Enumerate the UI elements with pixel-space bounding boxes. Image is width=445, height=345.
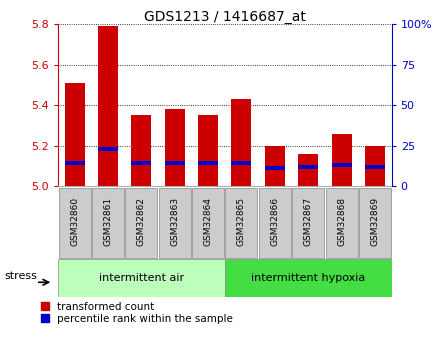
Text: GDS1213 / 1416687_at: GDS1213 / 1416687_at [144, 10, 306, 24]
Bar [98, 147, 118, 151]
Bar [265, 146, 285, 186]
FancyBboxPatch shape [225, 259, 392, 297]
FancyBboxPatch shape [192, 188, 224, 258]
Text: GSM32865: GSM32865 [237, 197, 246, 246]
Text: intermittent air: intermittent air [99, 273, 184, 283]
Text: intermittent hypoxia: intermittent hypoxia [251, 273, 365, 283]
Bar [332, 163, 352, 167]
Bar [298, 154, 318, 186]
Bar [332, 134, 352, 186]
FancyBboxPatch shape [58, 259, 225, 297]
FancyBboxPatch shape [125, 188, 158, 258]
Text: GSM32869: GSM32869 [370, 197, 380, 246]
FancyBboxPatch shape [158, 188, 191, 258]
Bar [198, 115, 218, 186]
Bar [65, 161, 85, 165]
Text: GSM32861: GSM32861 [103, 197, 113, 246]
Text: GSM32866: GSM32866 [270, 197, 279, 246]
FancyBboxPatch shape [92, 188, 124, 258]
FancyBboxPatch shape [259, 188, 291, 258]
Bar [131, 161, 151, 165]
FancyBboxPatch shape [59, 188, 91, 258]
Bar [165, 109, 185, 186]
Text: GSM32868: GSM32868 [337, 197, 346, 246]
Bar [198, 161, 218, 165]
Bar [98, 26, 118, 186]
Text: GSM32864: GSM32864 [203, 197, 213, 246]
Text: GSM32860: GSM32860 [70, 197, 79, 246]
Bar [298, 165, 318, 169]
Text: GSM32862: GSM32862 [137, 197, 146, 246]
FancyBboxPatch shape [292, 188, 324, 258]
Text: stress: stress [4, 271, 37, 281]
Bar [65, 83, 85, 186]
Text: GSM32867: GSM32867 [303, 197, 313, 246]
Bar [265, 166, 285, 170]
Bar [365, 146, 385, 186]
Text: GSM32863: GSM32863 [170, 197, 179, 246]
Bar [131, 115, 151, 186]
Legend: transformed count, percentile rank within the sample: transformed count, percentile rank withi… [41, 302, 233, 324]
Bar [231, 99, 251, 186]
FancyBboxPatch shape [359, 188, 391, 258]
FancyBboxPatch shape [226, 188, 257, 258]
Bar [365, 165, 385, 169]
FancyBboxPatch shape [326, 188, 358, 258]
Bar [231, 161, 251, 165]
Bar [165, 161, 185, 165]
